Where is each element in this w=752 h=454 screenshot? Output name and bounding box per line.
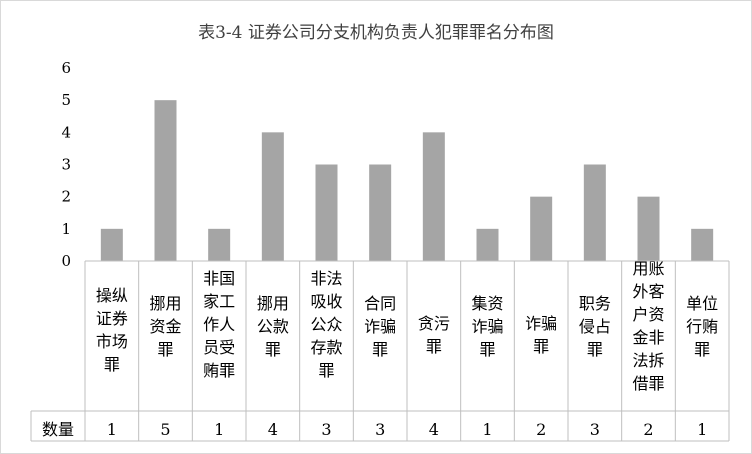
category-label: 侵占	[579, 317, 611, 336]
y-tick-label: 0	[61, 252, 71, 270]
category-label: 户资	[632, 305, 664, 324]
bars	[100, 100, 714, 262]
data-label: 1	[214, 420, 224, 439]
category-label: 罪	[479, 340, 495, 359]
category-label: 证券	[96, 309, 128, 328]
data-label: 2	[643, 420, 653, 439]
category-label: 外客	[632, 282, 664, 301]
data-label: 3	[321, 420, 331, 439]
category-label: 诈骗	[364, 317, 396, 336]
category-label: 罪	[318, 361, 334, 380]
y-tick-label: 3	[61, 156, 71, 174]
bar	[476, 228, 499, 261]
bar	[315, 164, 338, 261]
category-label: 公众	[310, 315, 342, 334]
category-label: 市场	[96, 332, 128, 351]
category-label: 罪	[694, 340, 710, 359]
category-label: 非国	[203, 269, 235, 288]
category-label: 公款	[257, 317, 289, 336]
category-label: 集资	[471, 294, 503, 313]
category-label: 罪	[426, 337, 442, 356]
category-label: 行贿	[686, 317, 718, 336]
category-label: 员受	[203, 338, 235, 357]
category-label: 诈骗	[471, 317, 503, 336]
category-label: 家工	[203, 292, 235, 311]
category-label: 法拆	[632, 351, 664, 370]
data-label: 3	[590, 420, 600, 439]
category-label: 罪	[104, 355, 120, 374]
bar	[422, 132, 445, 261]
data-label: 4	[429, 420, 439, 439]
y-tick-label: 4	[61, 123, 71, 141]
category-label: 用账	[632, 259, 664, 278]
bar	[154, 100, 177, 262]
data-label: 1	[697, 420, 707, 439]
category-label: 职务	[579, 294, 611, 313]
category-label: 罪	[587, 340, 603, 359]
category-label: 贿罪	[203, 361, 235, 380]
bar	[208, 228, 231, 261]
bar	[100, 228, 123, 261]
bar	[530, 196, 553, 261]
category-label: 罪	[372, 340, 388, 359]
bar	[583, 164, 606, 261]
y-tick-label: 1	[61, 220, 71, 238]
data-label: 3	[375, 420, 385, 439]
category-label: 作人	[203, 315, 235, 334]
data-label: 4	[268, 420, 278, 439]
category-label: 操纵	[96, 286, 128, 305]
chart-title: 表3-4 证券公司分支机构负责人犯罪罪名分布图	[198, 23, 554, 43]
y-tick-label: 2	[61, 188, 71, 206]
category-label: 单位	[686, 294, 718, 313]
category-label: 合同	[364, 294, 396, 313]
category-label: 挪用	[149, 294, 181, 313]
category-label: 诈骗	[525, 314, 557, 333]
bar	[691, 228, 714, 261]
data-label: 1	[107, 420, 117, 439]
category-label: 金非	[632, 328, 664, 347]
category-label: 借罪	[632, 374, 664, 393]
category-label: 挪用	[257, 294, 289, 313]
data-table: 操纵证券市场罪1挪用资金罪5非国家工作人员受贿罪1挪用公款罪4非法吸收公众存款罪…	[30, 259, 730, 442]
series-label: 数量	[42, 420, 74, 439]
bar	[261, 132, 284, 261]
category-label: 存款	[310, 338, 342, 357]
y-tick-label: 6	[61, 59, 71, 77]
bar	[369, 164, 392, 261]
category-label: 罪	[157, 340, 173, 359]
category-label: 贪污	[418, 314, 450, 333]
y-tick-label: 5	[61, 91, 71, 109]
bar	[637, 196, 660, 261]
data-label: 5	[160, 420, 170, 439]
category-label: 罪	[533, 337, 549, 356]
data-label: 2	[536, 420, 546, 439]
axes: 0 1 2 3 4 5 6	[61, 59, 71, 270]
data-label: 1	[482, 420, 492, 439]
category-label: 资金	[149, 317, 181, 336]
category-label: 罪	[265, 340, 281, 359]
category-label: 吸收	[310, 292, 342, 311]
category-label: 非法	[310, 269, 342, 288]
